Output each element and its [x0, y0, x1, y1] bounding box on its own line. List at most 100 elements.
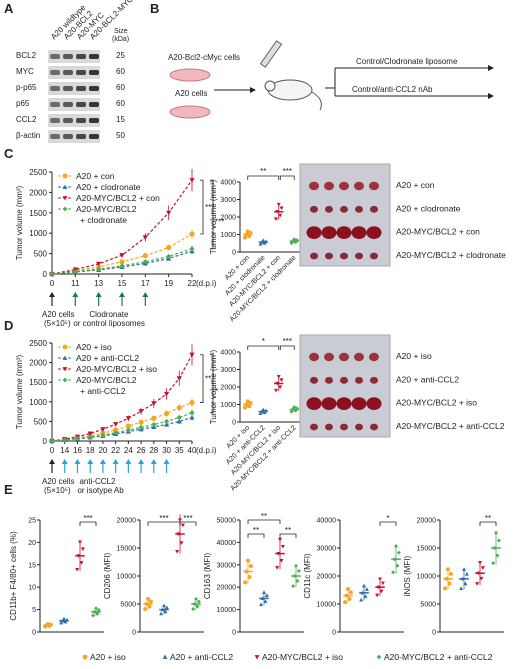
blot-strip [48, 98, 100, 111]
tumor-icon [339, 181, 349, 191]
data-point [96, 608, 101, 613]
x-tick-label: 16 [73, 446, 82, 455]
x-tick-label: 19 [164, 279, 173, 288]
sig-label: * [215, 387, 218, 396]
data-point [248, 230, 253, 235]
data-point [278, 537, 282, 542]
data-point [347, 596, 352, 601]
y-tick-label: 5000 [120, 602, 136, 609]
sig-label: *** [283, 167, 292, 176]
blot-band [50, 70, 60, 75]
data-point [263, 599, 268, 604]
sig-label: ** [260, 167, 266, 176]
data-point [479, 576, 484, 581]
blot-band [63, 70, 73, 75]
flow-chart: 0 5000 10000 15000 20000 CD206 (MFI) *** *** [103, 514, 204, 637]
sig-label: ** [205, 203, 211, 212]
legend-label: A20 + anti-CCL2 [170, 652, 233, 662]
panel-e-legend: A20 + iso A20 + anti-CCL2 A20-MYC/BCL2 + i… [82, 652, 493, 662]
data-point [72, 268, 78, 275]
legend-label: A20-MYC/BCL2 + iso [262, 652, 343, 662]
arrow-head-icon [49, 459, 55, 464]
y-tick-label: 0 [32, 630, 36, 637]
data-point [495, 553, 500, 558]
legend-label: A20 + iso [76, 342, 112, 352]
y-tick-label: 30000 [317, 546, 337, 553]
data-point [138, 419, 144, 425]
blot-size: 25 [116, 51, 125, 60]
y-tick-label: 2000 [29, 359, 47, 368]
sig-bracket [279, 175, 295, 180]
data-point [248, 400, 253, 405]
sig-label: *** [159, 514, 168, 523]
data-point [279, 206, 284, 211]
data-point [125, 416, 131, 421]
data-point [247, 404, 252, 409]
data-point [264, 593, 269, 597]
data-point [143, 607, 148, 612]
data-point [62, 367, 68, 372]
y-axis-label: CD206 (MFI) [103, 553, 112, 600]
tumor-icon [324, 181, 334, 191]
data-point [138, 409, 144, 414]
y-tick-label: 500 [34, 250, 48, 259]
sig-bracket [79, 521, 97, 526]
y-tick-label: 1500 [29, 209, 47, 218]
tumor-icon [306, 397, 322, 411]
data-point [189, 352, 195, 358]
blot-size: 60 [116, 83, 125, 92]
blot-band [76, 118, 86, 123]
tumor-icon [325, 205, 333, 213]
data-point [189, 399, 195, 406]
data-point [100, 427, 106, 432]
data-point [476, 571, 481, 576]
blot-size: 60 [116, 99, 125, 108]
y-tick-label: 1000 [29, 229, 47, 238]
y-axis-label: CD11b+ F4/80+ cells (%) [9, 531, 18, 621]
tumor-icon [351, 397, 367, 411]
data-point [176, 405, 182, 411]
tumor-icon [310, 423, 318, 431]
photo-background [299, 334, 391, 438]
tumor-icon [340, 205, 348, 213]
data-point [242, 235, 247, 240]
data-point [464, 572, 469, 576]
data-point [262, 410, 267, 415]
photo-background [299, 163, 391, 267]
legend-label: A20-MYC/BCL2 [76, 204, 137, 214]
data-point [396, 550, 401, 555]
data-point [392, 557, 397, 562]
data-point [247, 234, 252, 239]
data-point [444, 576, 449, 581]
tumor-growth-chart-c: 0 500 1000 1500 2000 2500 0 11 13 15 17 19 22 (d.p.i)… [15, 168, 224, 328]
tumor-icon [339, 352, 349, 362]
x-tick-label: 30 [162, 446, 171, 455]
data-point [191, 607, 196, 612]
arm-label-1: Control/Clodronate liposome [356, 57, 458, 66]
y-tick-label: 3000 [220, 367, 236, 374]
data-point [189, 410, 195, 416]
mouse-head-icon [264, 80, 276, 92]
blot-size: 60 [116, 67, 125, 76]
data-point [180, 523, 185, 528]
data-point [275, 210, 280, 214]
data-point [246, 558, 250, 563]
data-point [147, 604, 152, 609]
sig-label: *** [183, 514, 192, 523]
sig-bracket [179, 521, 197, 526]
data-point [259, 409, 264, 414]
data-point [87, 431, 93, 437]
y-tick-label: 2000 [220, 215, 236, 222]
data-point [62, 377, 68, 383]
blot-row-label: p65 [16, 99, 30, 108]
data-point [379, 589, 384, 594]
y-axis-label: Tumor volume (mm³) [209, 179, 218, 254]
legend-label: + anti-CCL2 [80, 386, 126, 396]
sig-bracket [247, 533, 265, 538]
arrow-head-icon [74, 459, 81, 464]
data-point [175, 550, 180, 554]
data-point [164, 605, 169, 610]
arrow-head-icon [488, 93, 494, 99]
